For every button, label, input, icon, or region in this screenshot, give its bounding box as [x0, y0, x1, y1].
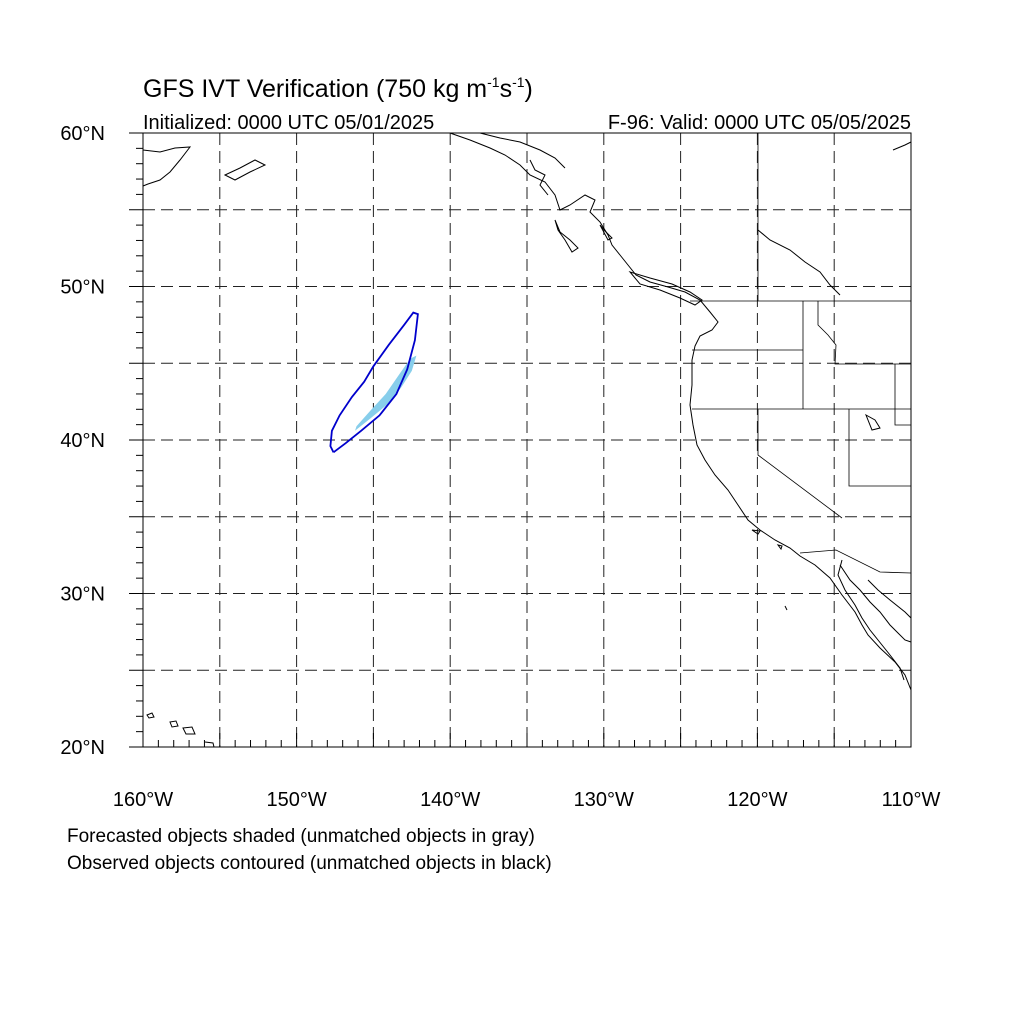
axis-ticks [129, 132, 912, 748]
lon-label: 110°W [882, 789, 941, 811]
map-plot-area [129, 132, 912, 748]
lat-label: 20°N [60, 737, 105, 759]
graticule [143, 133, 911, 747]
lat-label: 30°N [60, 584, 105, 606]
lon-label: 160°W [113, 789, 173, 811]
political-borders [690, 133, 912, 574]
valid-label: F-96: Valid: 0000 UTC 05/05/2025 [608, 112, 911, 134]
legend-observed-note: Observed objects contoured (unmatched ob… [67, 853, 552, 874]
map-title: GFS IVT Verification (750 kg m-1s-1) [143, 74, 533, 103]
initialized-label: Initialized: 0000 UTC 05/01/2025 [143, 112, 434, 134]
forecast-object-shaded [355, 355, 417, 431]
lat-label: 50°N [60, 277, 105, 299]
lon-label: 150°W [266, 789, 326, 811]
lat-label: 60°N [60, 123, 105, 145]
longitude-labels: 160°W 150°W 140°W 130°W 120°W 110°W [113, 789, 941, 811]
lat-label: 40°N [60, 430, 105, 452]
lon-label: 120°W [727, 789, 787, 811]
coastlines [142, 132, 912, 748]
observed-object-contour [329, 311, 419, 454]
lon-label: 140°W [420, 789, 480, 811]
legend-forecast-note: Forecasted objects shaded (unmatched obj… [67, 826, 535, 847]
latitude-labels: 20°N 30°N 40°N 50°N 60°N [60, 123, 105, 759]
lon-label: 130°W [574, 789, 634, 811]
